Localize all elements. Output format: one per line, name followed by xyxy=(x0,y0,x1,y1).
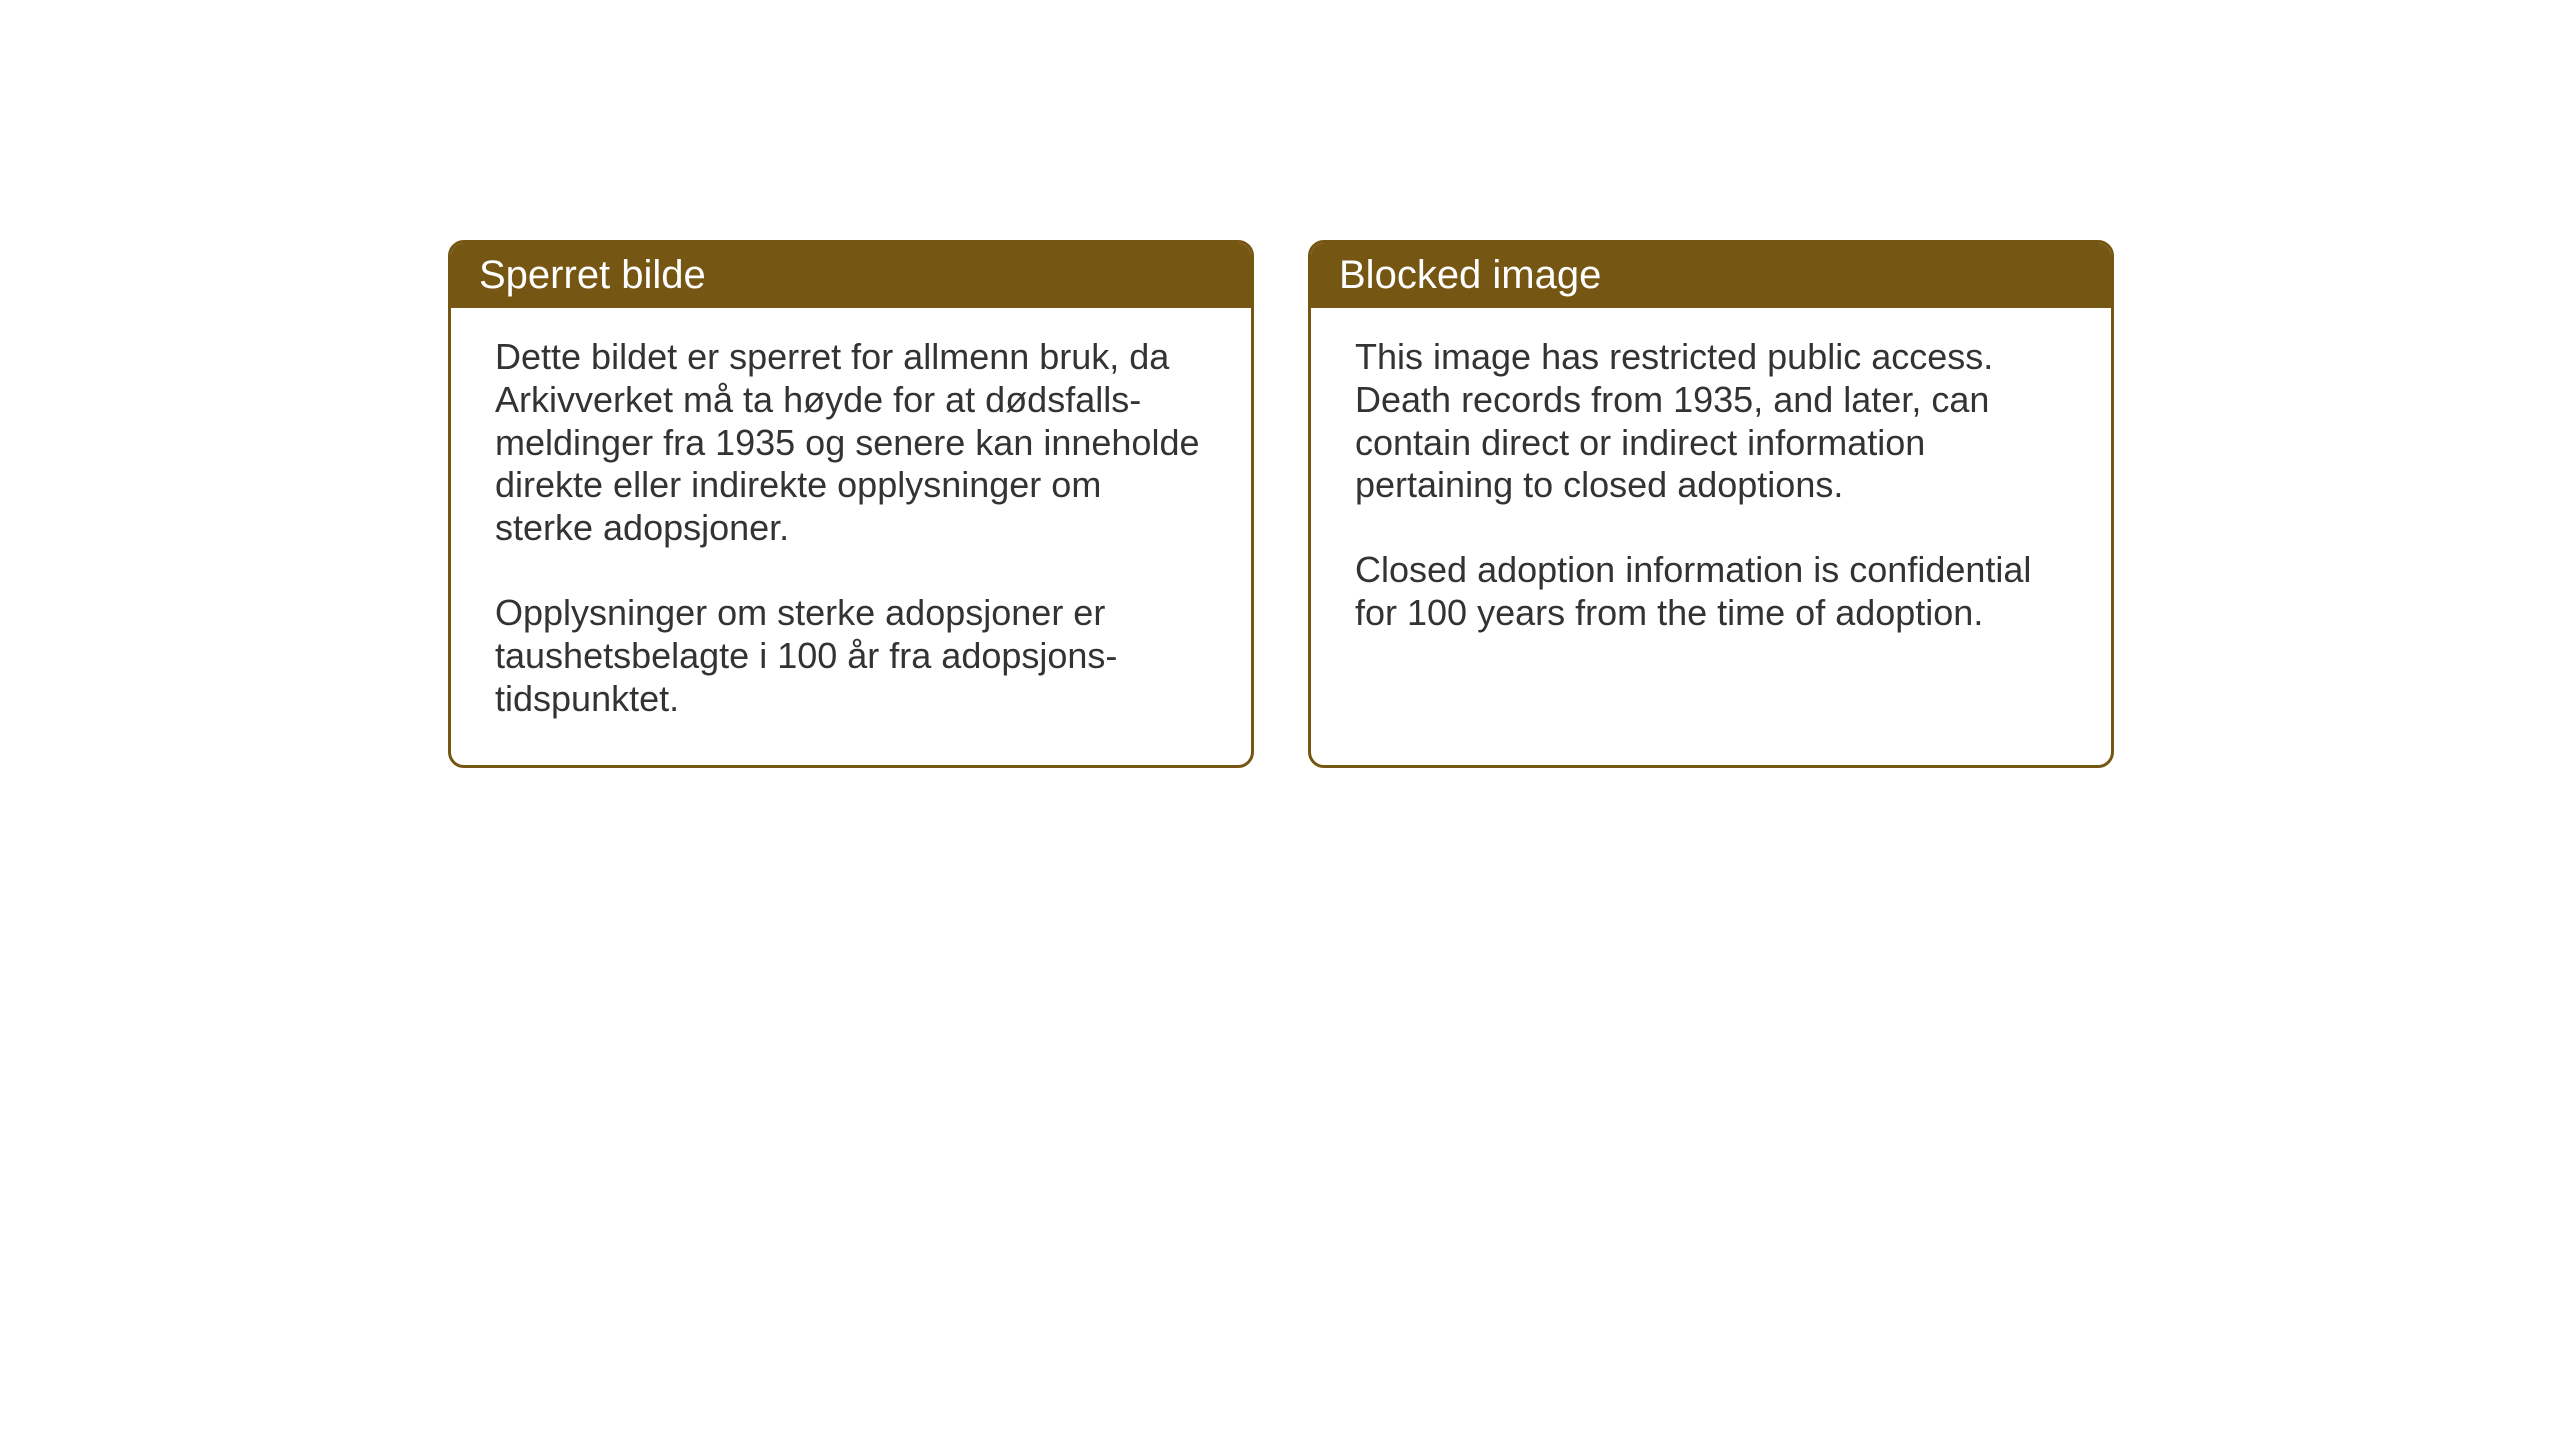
card-paragraph-1-norwegian: Dette bildet er sperret for allmenn bruk… xyxy=(495,336,1207,550)
card-body-english: This image has restricted public access.… xyxy=(1311,308,2111,679)
card-title-english: Blocked image xyxy=(1339,253,1601,297)
notice-card-english: Blocked image This image has restricted … xyxy=(1308,240,2114,768)
card-header-norwegian: Sperret bilde xyxy=(451,243,1251,308)
card-body-norwegian: Dette bildet er sperret for allmenn bruk… xyxy=(451,308,1251,765)
card-paragraph-2-english: Closed adoption information is confident… xyxy=(1355,549,2067,635)
card-header-english: Blocked image xyxy=(1311,243,2111,308)
card-paragraph-1-english: This image has restricted public access.… xyxy=(1355,336,2067,507)
card-title-norwegian: Sperret bilde xyxy=(479,253,706,297)
card-paragraph-2-norwegian: Opplysninger om sterke adopsjoner er tau… xyxy=(495,592,1207,720)
notice-container: Sperret bilde Dette bildet er sperret fo… xyxy=(448,240,2114,768)
notice-card-norwegian: Sperret bilde Dette bildet er sperret fo… xyxy=(448,240,1254,768)
